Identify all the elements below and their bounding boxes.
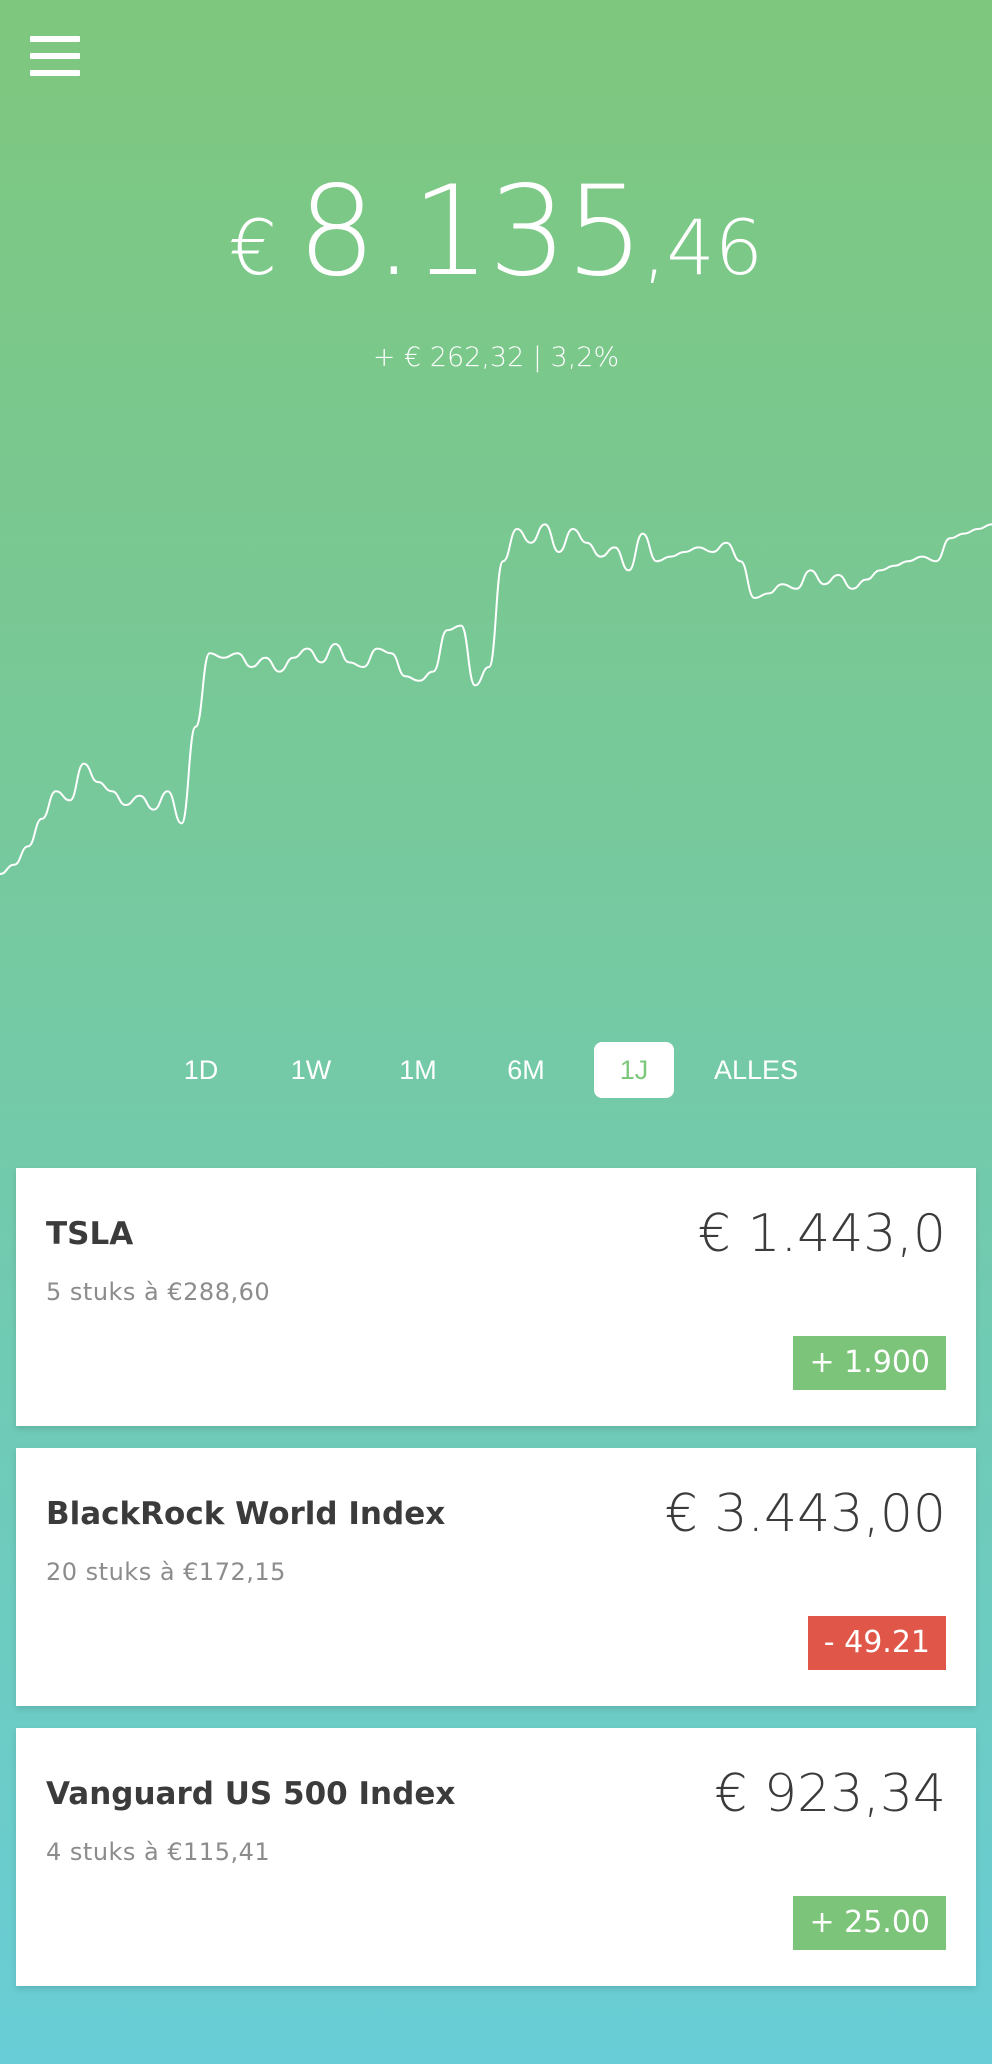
- holding-name: TSLA: [46, 1216, 134, 1252]
- holding-quantity: 4 stuks à €115,41: [46, 1838, 271, 1866]
- holding-delta-badge: + 25.00: [793, 1896, 946, 1950]
- menu-icon-bar-bottom: [30, 70, 80, 76]
- holding-quantity: 5 stuks à €288,60: [46, 1278, 271, 1306]
- holding-card[interactable]: Vanguard US 500 Index 4 stuks à €115,41 …: [16, 1728, 976, 1986]
- tab-range-alles[interactable]: ALLES: [713, 1055, 799, 1085]
- balance-currency: €: [228, 203, 278, 292]
- tab-range-1w[interactable]: 1W: [290, 1055, 332, 1085]
- balance-whole: 8.135: [297, 160, 644, 304]
- menu-icon-bar-middle: [30, 53, 80, 59]
- holding-value: € 923,34: [714, 1764, 946, 1824]
- holding-name: BlackRock World Index: [46, 1496, 446, 1532]
- holding-card[interactable]: TSLA 5 stuks à €288,60 € 1.443,0 + 1.900: [16, 1168, 976, 1426]
- holding-value: € 3.443,00: [664, 1484, 946, 1544]
- tab-range-6m[interactable]: 6M: [507, 1055, 545, 1085]
- portfolio-line-chart: [0, 523, 992, 875]
- hamburger-menu-icon[interactable]: [30, 36, 80, 78]
- balance-change: + € 262,32 | 3,2%: [372, 342, 620, 373]
- balance-decimals: ,46: [642, 203, 764, 292]
- holding-delta-badge: + 1.900: [793, 1336, 946, 1390]
- tab-range-1j[interactable]: 1J: [594, 1042, 674, 1098]
- holding-value: € 1.443,0: [697, 1204, 946, 1264]
- tab-range-1m[interactable]: 1M: [399, 1055, 437, 1085]
- portfolio-balance: €8.135,46: [0, 170, 992, 294]
- holding-card[interactable]: BlackRock World Index 20 stuks à €172,15…: [16, 1448, 976, 1706]
- menu-icon-bar-top: [30, 36, 80, 42]
- chart-series-line: [0, 523, 992, 875]
- time-range-tabs: 1D 1W 1M 6M 1J ALLES: [0, 1042, 992, 1098]
- tab-range-1d[interactable]: 1D: [183, 1055, 219, 1085]
- holding-quantity: 20 stuks à €172,15: [46, 1558, 286, 1586]
- holding-name: Vanguard US 500 Index: [46, 1776, 456, 1812]
- holding-delta-badge: - 49.21: [807, 1616, 946, 1670]
